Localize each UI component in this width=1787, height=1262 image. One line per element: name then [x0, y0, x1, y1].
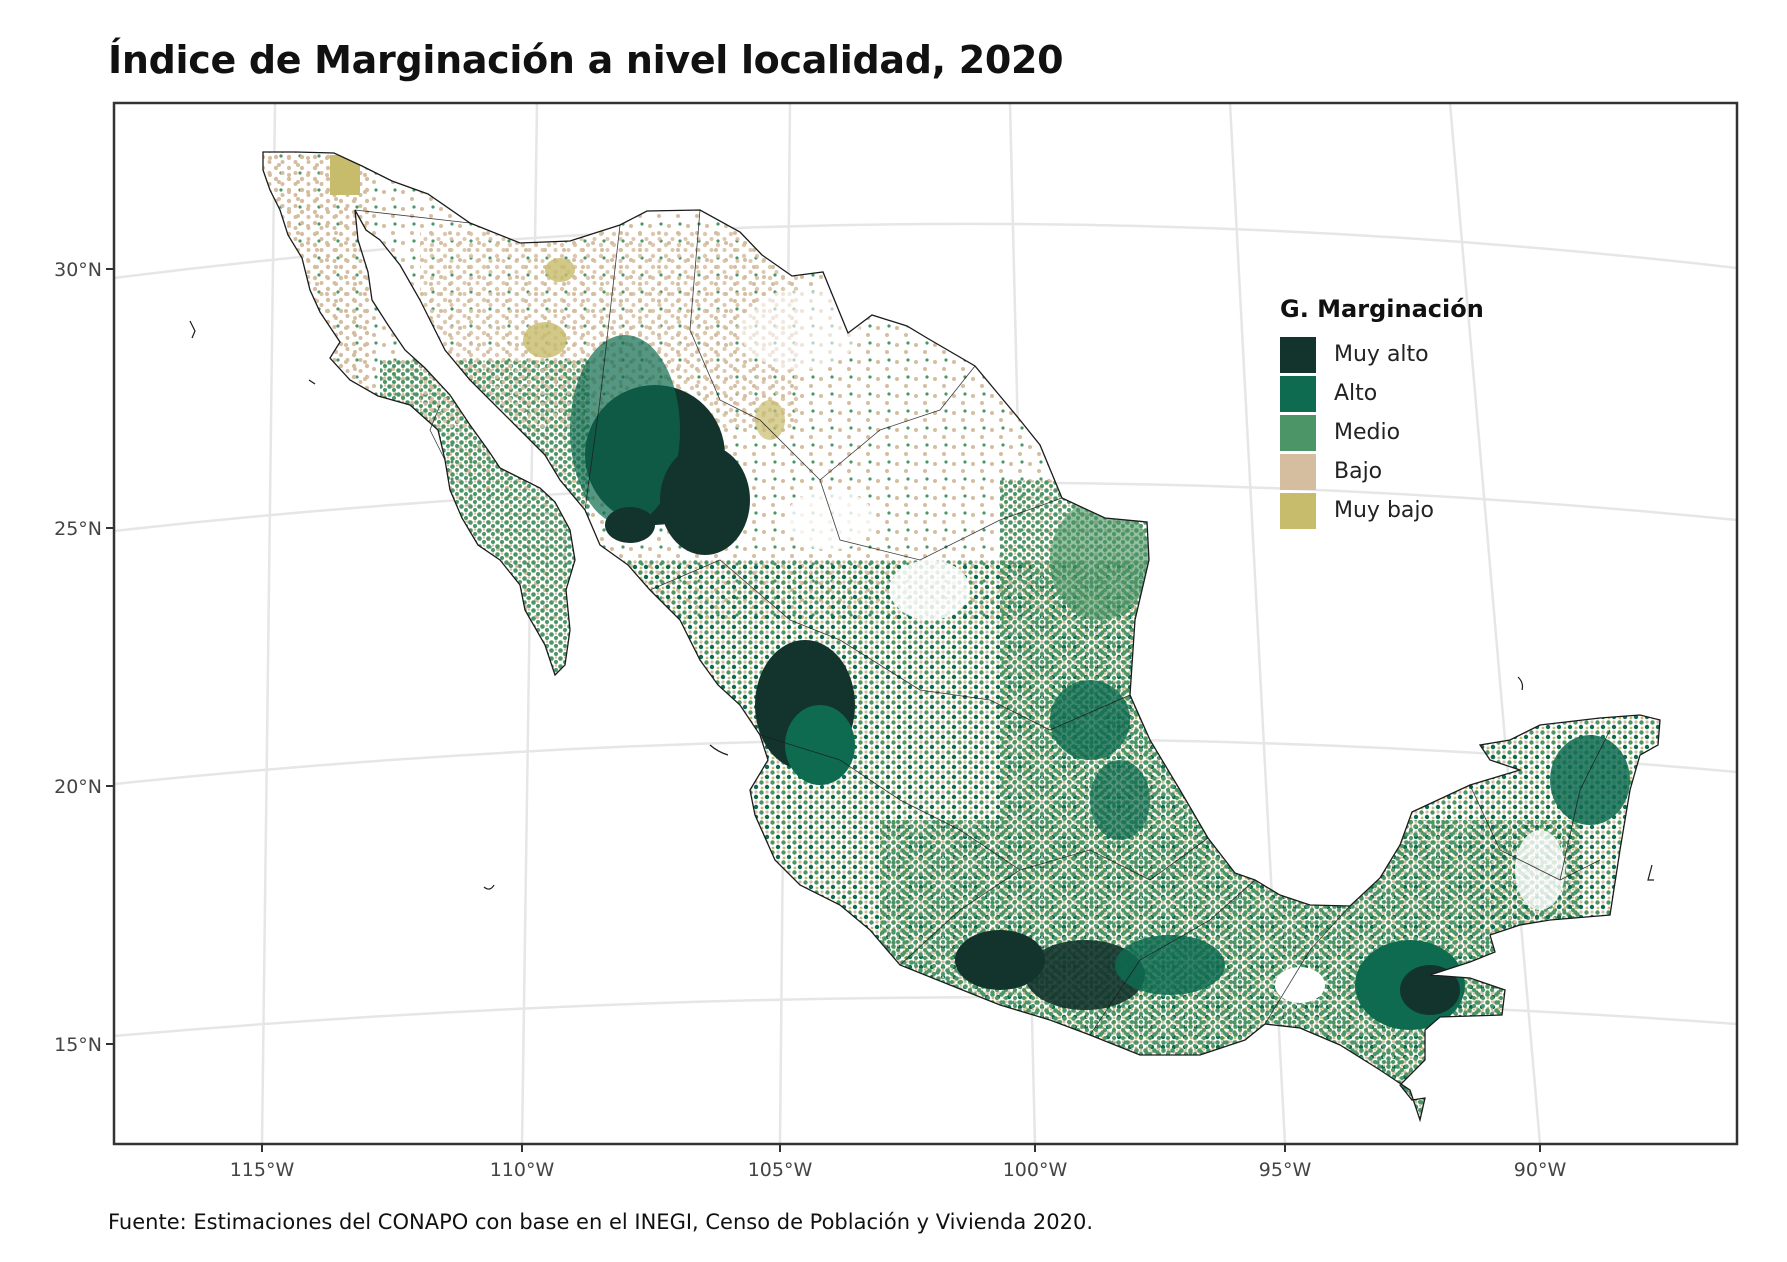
legend-label: Muy bajo — [1334, 498, 1434, 523]
legend-item: Alto — [1280, 374, 1484, 413]
legend-swatch — [1280, 492, 1316, 529]
lon-label-95: 95°W — [1259, 1159, 1312, 1181]
legend-swatch — [1280, 336, 1316, 373]
map-frame — [112, 101, 1739, 1146]
legend-title: G. Marginación — [1280, 295, 1484, 323]
legend-item: Medio — [1280, 413, 1484, 452]
meridian-90w — [1448, 103, 1542, 1144]
legend-label: Bajo — [1334, 459, 1383, 484]
lon-label-90: 90°W — [1514, 1159, 1567, 1181]
lat-label-30: 30°N — [54, 259, 102, 281]
lat-label-25: 25°N — [54, 518, 102, 540]
legend-label: Alto — [1334, 381, 1378, 406]
legend-label: Medio — [1334, 420, 1401, 445]
mexico-map — [189, 151, 1661, 1121]
legend-item: Muy bajo — [1280, 491, 1484, 530]
legend-item: Muy alto — [1280, 335, 1484, 374]
lon-label-110: 110°W — [490, 1159, 555, 1181]
legend-label: Muy alto — [1334, 342, 1429, 367]
lon-label-115: 115°W — [230, 1159, 295, 1181]
legend-swatch — [1280, 414, 1316, 451]
lon-label-100: 100°W — [1003, 1159, 1068, 1181]
lon-axis: 115°W 110°W 105°W 100°W 95°W 90°W — [230, 1144, 1567, 1181]
legend-swatch — [1280, 375, 1316, 412]
lat-label-15: 15°N — [54, 1034, 102, 1056]
source-note: Fuente: Estimaciones del CONAPO con base… — [108, 1210, 1094, 1234]
legend-swatch — [1280, 453, 1316, 490]
lat-label-20: 20°N — [54, 776, 102, 798]
lon-label-105: 105°W — [748, 1159, 813, 1181]
map-title: Índice de Marginación a nivel localidad,… — [108, 38, 1064, 82]
meridian-115w — [260, 103, 277, 1144]
legend: G. Marginación Muy alto Alto Medio Bajo Muy … — [1280, 295, 1484, 530]
legend-item: Bajo — [1280, 452, 1484, 491]
lat-axis: 30°N 25°N 20°N 15°N — [54, 259, 114, 1056]
